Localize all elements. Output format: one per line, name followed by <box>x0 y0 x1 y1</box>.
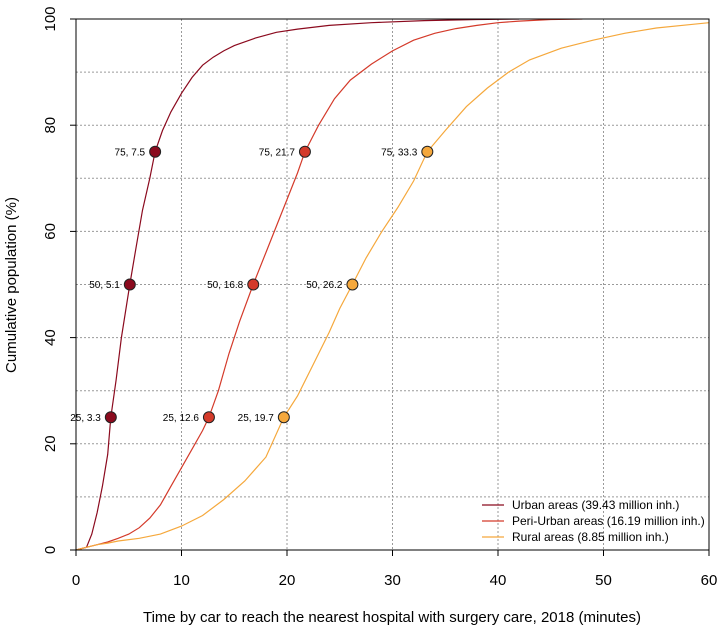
quartile-marker <box>202 411 215 424</box>
quartile-marker <box>104 411 117 424</box>
legend-entry: Urban areas (39.43 million inh.) <box>512 498 679 512</box>
x-tick-label: 40 <box>490 572 507 589</box>
x-tick-label: 20 <box>279 572 296 589</box>
x-tick-label: 50 <box>595 572 612 589</box>
y-tick-label: 40 <box>42 329 59 346</box>
legend-entry: Peri-Urban areas (16.19 million inh.) <box>512 514 705 528</box>
quartile-markers: 25, 3.3 50, 5.1 75, 7.5 25, 12.6 50, 16.8 75,… <box>70 145 434 424</box>
quartile-marker-label: 50, 5.1 <box>89 280 120 291</box>
series-line-1 <box>76 19 583 550</box>
axes: 0 10 20 30 40 50 60 0 20 40 60 80 100 <box>42 6 717 589</box>
series-line-0 <box>76 19 520 550</box>
legend: Urban areas (39.43 million inh.) Peri-Urb… <box>482 498 705 544</box>
quartile-marker <box>247 278 260 291</box>
quartile-marker <box>277 411 290 424</box>
quartile-marker <box>346 278 359 291</box>
quartile-marker <box>123 278 136 291</box>
series-line-2 <box>76 22 709 550</box>
y-tick-label: 20 <box>42 435 59 452</box>
x-tick-label: 60 <box>701 572 718 589</box>
y-tick-label: 60 <box>42 223 59 240</box>
quartile-marker-label: 50, 26.2 <box>306 280 343 291</box>
series-lines <box>76 19 709 550</box>
quartile-marker <box>298 145 311 158</box>
grid-lines <box>76 19 709 550</box>
quartile-marker <box>421 145 434 158</box>
quartile-marker-label: 75, 21.7 <box>259 147 296 158</box>
x-axis-label: Time by car to reach the nearest hospita… <box>143 609 641 626</box>
quartile-marker <box>149 145 162 158</box>
quartile-marker-label: 75, 7.5 <box>115 147 146 158</box>
quartile-marker-label: 25, 12.6 <box>163 413 200 424</box>
y-tick-label: 80 <box>42 117 59 134</box>
quartile-marker-label: 75, 33.3 <box>381 147 418 158</box>
quartile-marker-label: 50, 16.8 <box>207 280 244 291</box>
x-tick-label: 0 <box>72 572 80 589</box>
legend-entry: Rural areas (8.85 million inh.) <box>512 530 669 544</box>
quartile-marker-label: 25, 3.3 <box>70 413 101 424</box>
x-tick-label: 30 <box>384 572 401 589</box>
quartile-marker-label: 25, 19.7 <box>238 413 275 424</box>
y-axis-label: Cumulative population (%) <box>3 197 20 373</box>
y-tick-label: 100 <box>42 6 59 31</box>
y-tick-label: 0 <box>42 546 59 554</box>
x-tick-label: 10 <box>173 572 190 589</box>
